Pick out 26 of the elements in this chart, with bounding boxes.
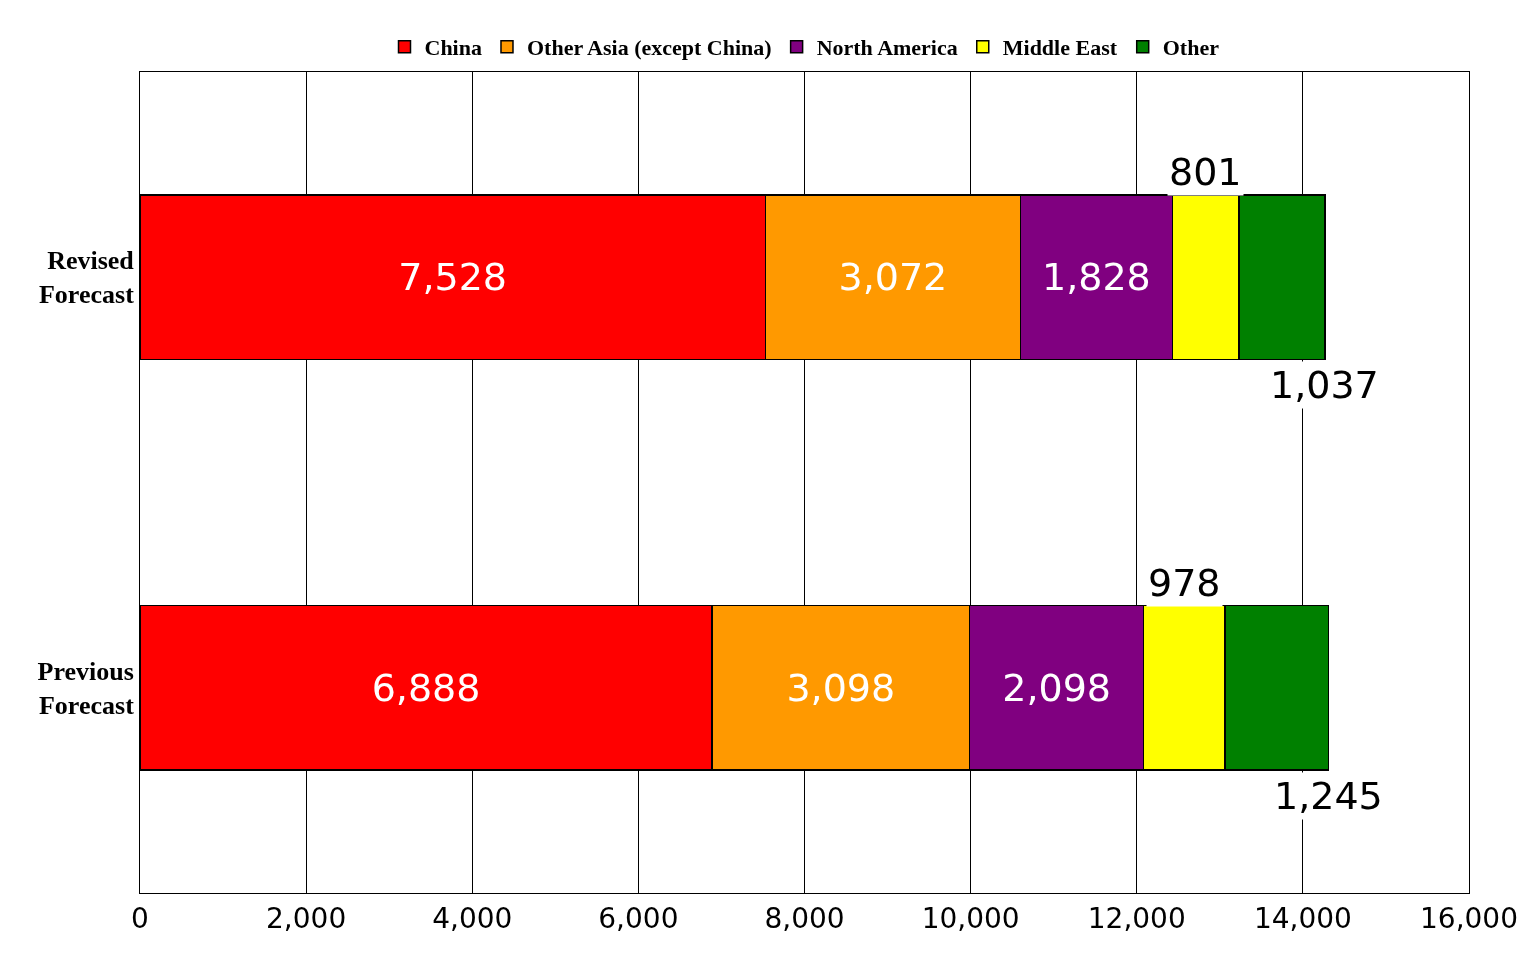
x-tick-label: 8,000 — [764, 901, 845, 935]
data-label: 978 — [1148, 561, 1221, 605]
y-tick-label: Revised Forecast — [38, 246, 135, 310]
legend-label: Other — [1162, 35, 1220, 61]
legend-label: North America — [816, 35, 958, 61]
data-label: 1,245 — [1274, 774, 1383, 818]
data-label: 1,828 — [1041, 255, 1151, 300]
x-tick-label: 6,000 — [598, 901, 679, 935]
legend-label: China — [424, 35, 482, 61]
legend-label: Other Asia (except China) — [526, 35, 772, 61]
x-tick-label: 2,000 — [266, 901, 347, 935]
data-label: 6,888 — [371, 665, 481, 710]
x-tick-label: 12,000 — [1087, 901, 1186, 935]
data-label: 801 — [1169, 150, 1242, 194]
legend-label: Middle East — [1002, 35, 1118, 61]
x-tick-label: 16,000 — [1420, 901, 1518, 935]
x-tick-label: 0 — [131, 901, 149, 935]
data-label: 3,098 — [786, 665, 896, 710]
data-label: 2,098 — [1002, 665, 1111, 710]
x-tick-label: 14,000 — [1253, 901, 1352, 935]
data-label: 3,072 — [838, 255, 948, 300]
data-label: 1,037 — [1270, 363, 1379, 407]
x-tick-label: 4,000 — [432, 901, 513, 935]
y-tick-label: Previous Forecast — [37, 656, 135, 720]
x-tick-label: 10,000 — [921, 901, 1020, 935]
data-label: 7,528 — [398, 255, 508, 300]
